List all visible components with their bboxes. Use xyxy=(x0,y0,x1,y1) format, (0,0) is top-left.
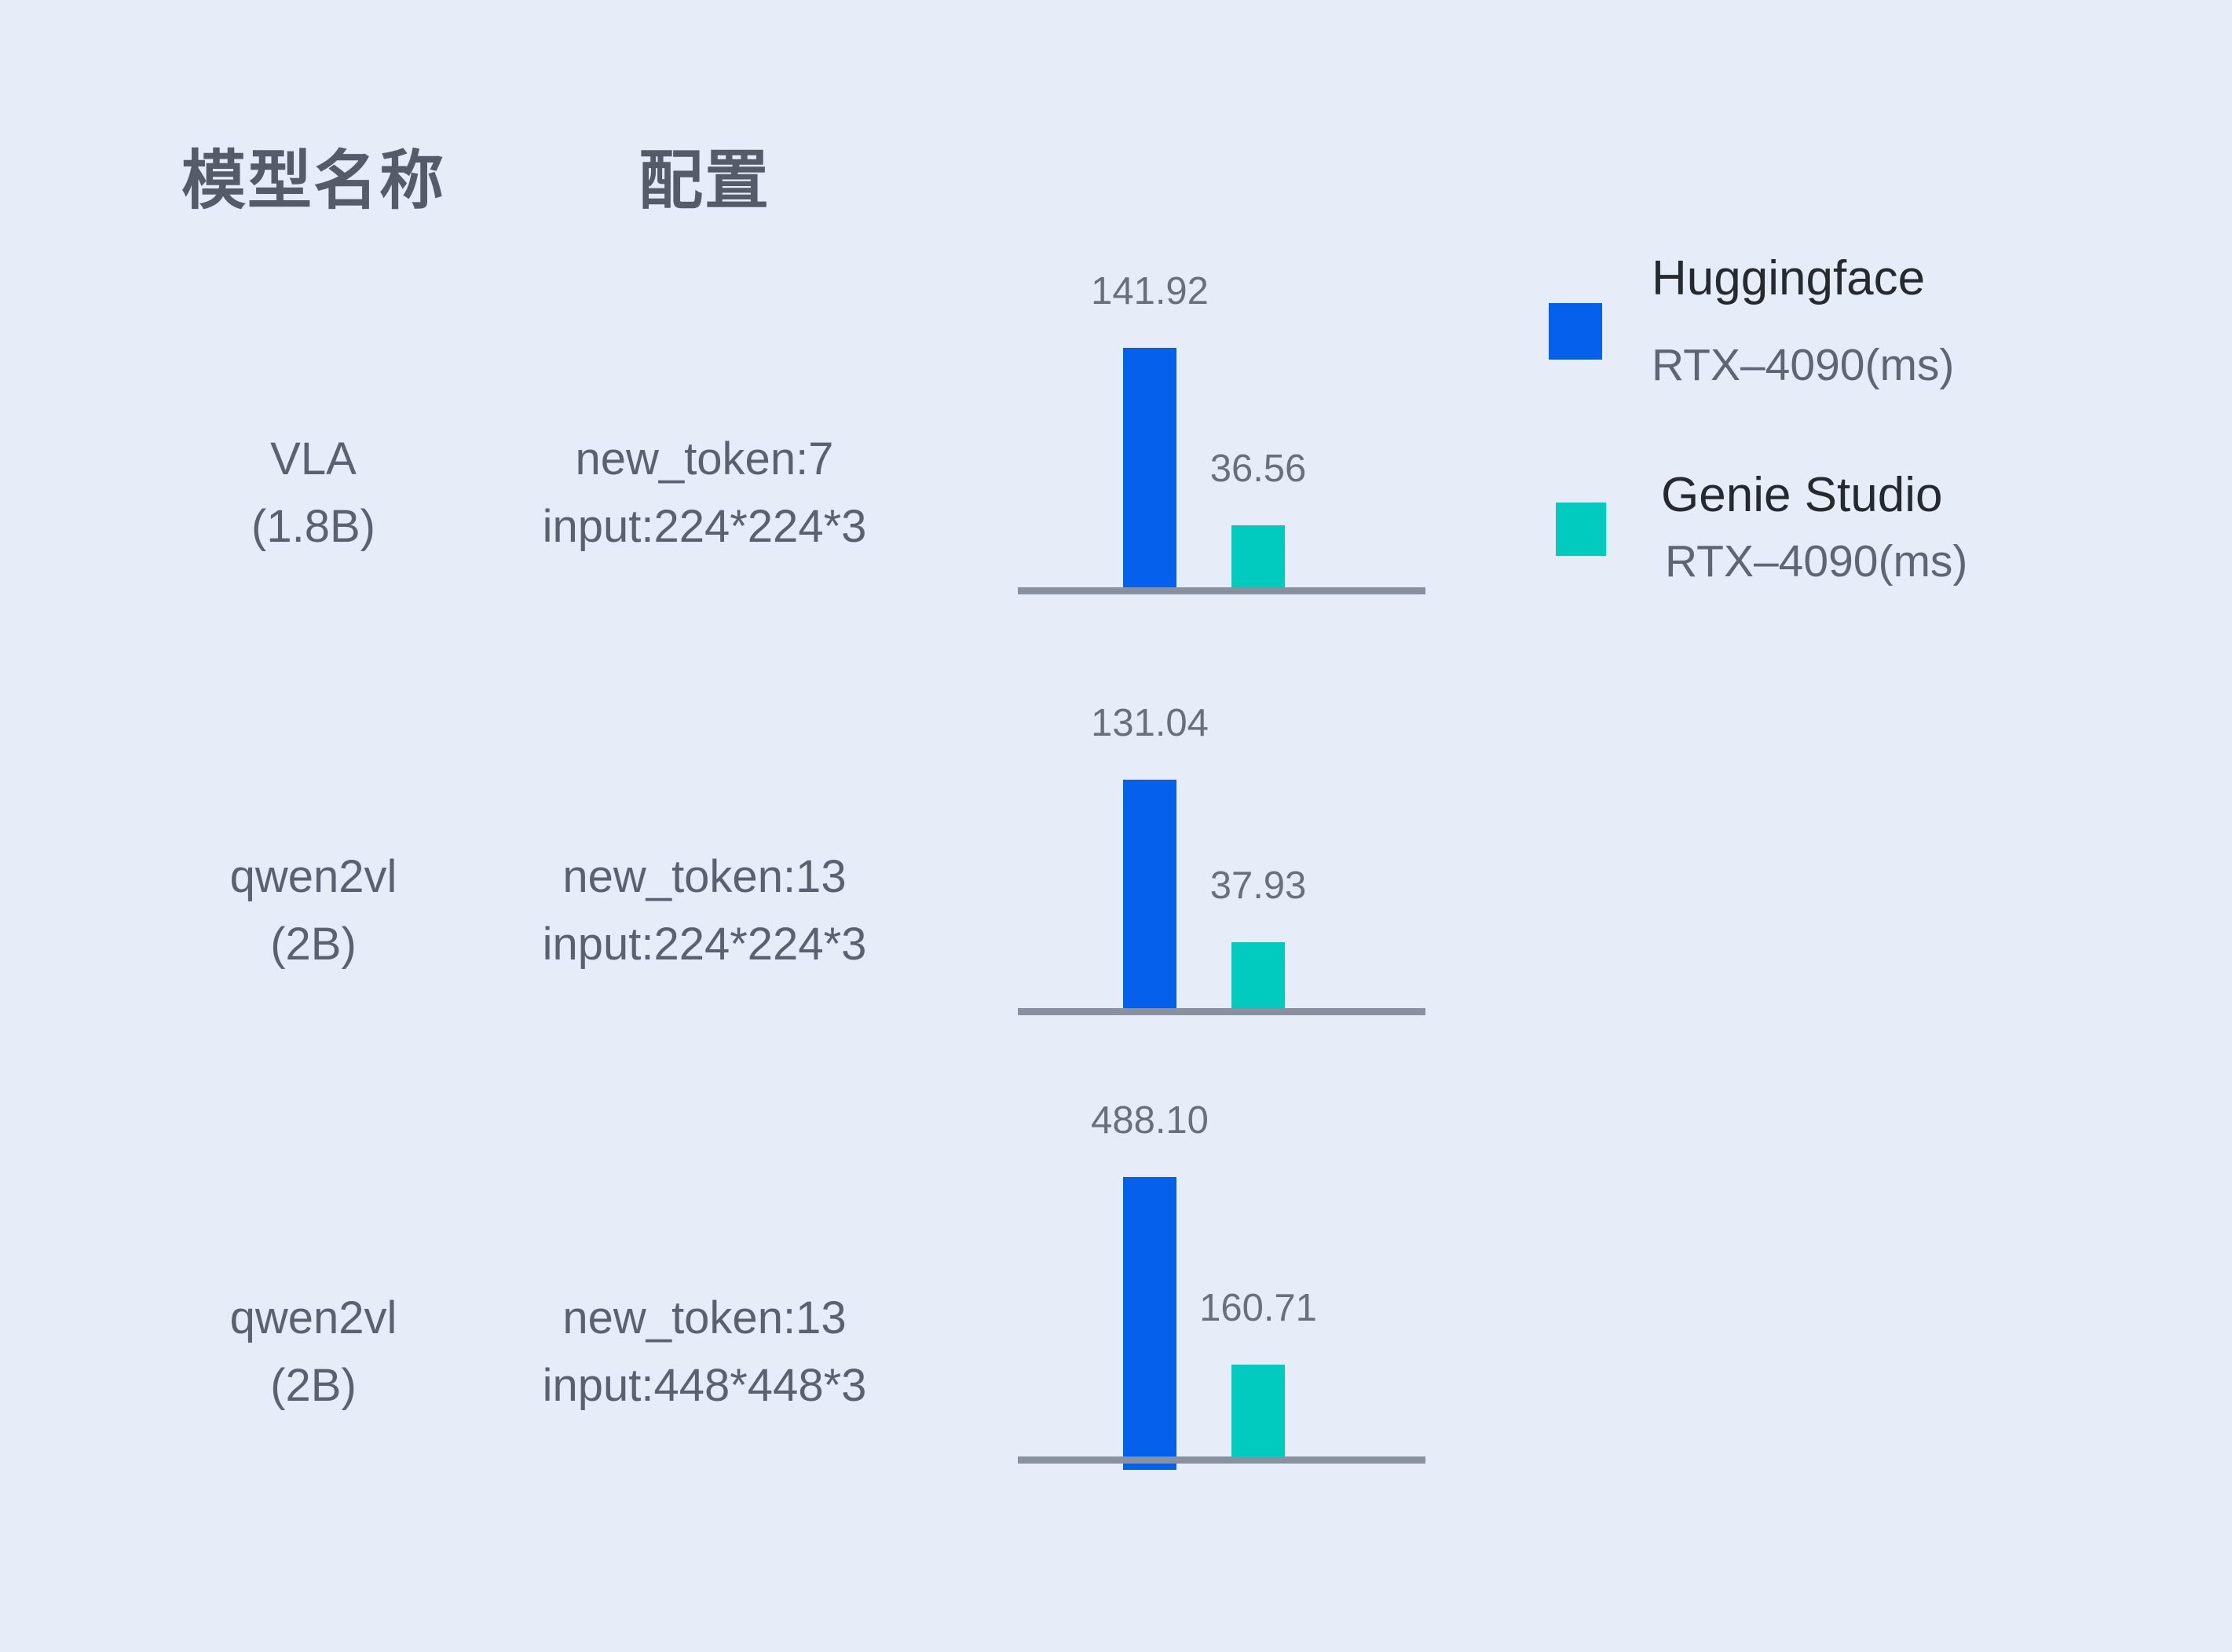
legend-sub-genie-studio: RTX–4090(ms) xyxy=(1665,536,1968,587)
latency-chart-row1: 141.92 36.56 xyxy=(1018,225,1425,594)
config-line2: input:224*224*3 xyxy=(542,919,867,970)
model-name-line2: (1.8B) xyxy=(251,501,375,552)
model-name-line1: qwen2vl xyxy=(229,1292,397,1343)
config-label-row3: new_token:13 input:448*448*3 xyxy=(508,1285,901,1420)
genie-value-label: 36.56 xyxy=(1209,448,1307,491)
config-line1: new_token:7 xyxy=(575,433,834,484)
latency-chart-row3: 488.10 160.71 xyxy=(1018,1095,1425,1470)
genie-studio-swatch-icon xyxy=(1556,503,1606,556)
genie-studio-bar xyxy=(1231,941,1285,1008)
genie-studio-bar xyxy=(1231,525,1285,587)
model-name-line2: (2B) xyxy=(270,1360,357,1411)
model-name-line1: VLA xyxy=(270,433,357,484)
config-label-row1: new_token:7 input:224*224*3 xyxy=(508,426,901,561)
latency-chart-row2: 131.04 37.93 xyxy=(1018,646,1425,1015)
legend: Huggingface RTX–4090(ms) Genie Studio RT… xyxy=(1549,253,2051,606)
model-label-row2: qwen2vl (2B) xyxy=(172,843,455,978)
huggingface-value-label: 488.10 xyxy=(1091,1099,1209,1142)
config-line2: input:448*448*3 xyxy=(542,1360,867,1411)
huggingface-bar xyxy=(1123,348,1176,587)
x-axis-line xyxy=(1018,1008,1425,1015)
model-label-row3: qwen2vl (2B) xyxy=(172,1285,455,1420)
column-header-config: 配置 xyxy=(638,145,770,217)
huggingface-bar xyxy=(1123,780,1176,1008)
x-axis-line xyxy=(1018,1456,1425,1464)
genie-value-label: 160.71 xyxy=(1199,1286,1317,1329)
legend-title-huggingface: Huggingface xyxy=(1652,251,1926,305)
huggingface-value-label: 141.92 xyxy=(1091,270,1209,312)
column-header-model-name: 模型名称 xyxy=(181,145,445,217)
legend-title-genie-studio: Genie Studio xyxy=(1661,468,1943,522)
config-line1: new_token:13 xyxy=(562,1292,847,1343)
config-line1: new_token:13 xyxy=(562,851,847,902)
config-label-row2: new_token:13 input:224*224*3 xyxy=(508,843,901,978)
huggingface-swatch-icon xyxy=(1549,303,1602,360)
legend-sub-huggingface: RTX–4090(ms) xyxy=(1652,340,1955,390)
model-name-line1: qwen2vl xyxy=(229,851,397,902)
huggingface-bar xyxy=(1123,1177,1176,1470)
huggingface-value-label: 131.04 xyxy=(1091,702,1209,744)
model-name-line2: (2B) xyxy=(270,919,357,970)
model-label-row1: VLA (1.8B) xyxy=(172,426,455,561)
genie-value-label: 37.93 xyxy=(1209,864,1307,907)
config-line2: input:224*224*3 xyxy=(542,501,867,552)
x-axis-line xyxy=(1018,587,1425,594)
genie-studio-bar xyxy=(1231,1364,1285,1456)
